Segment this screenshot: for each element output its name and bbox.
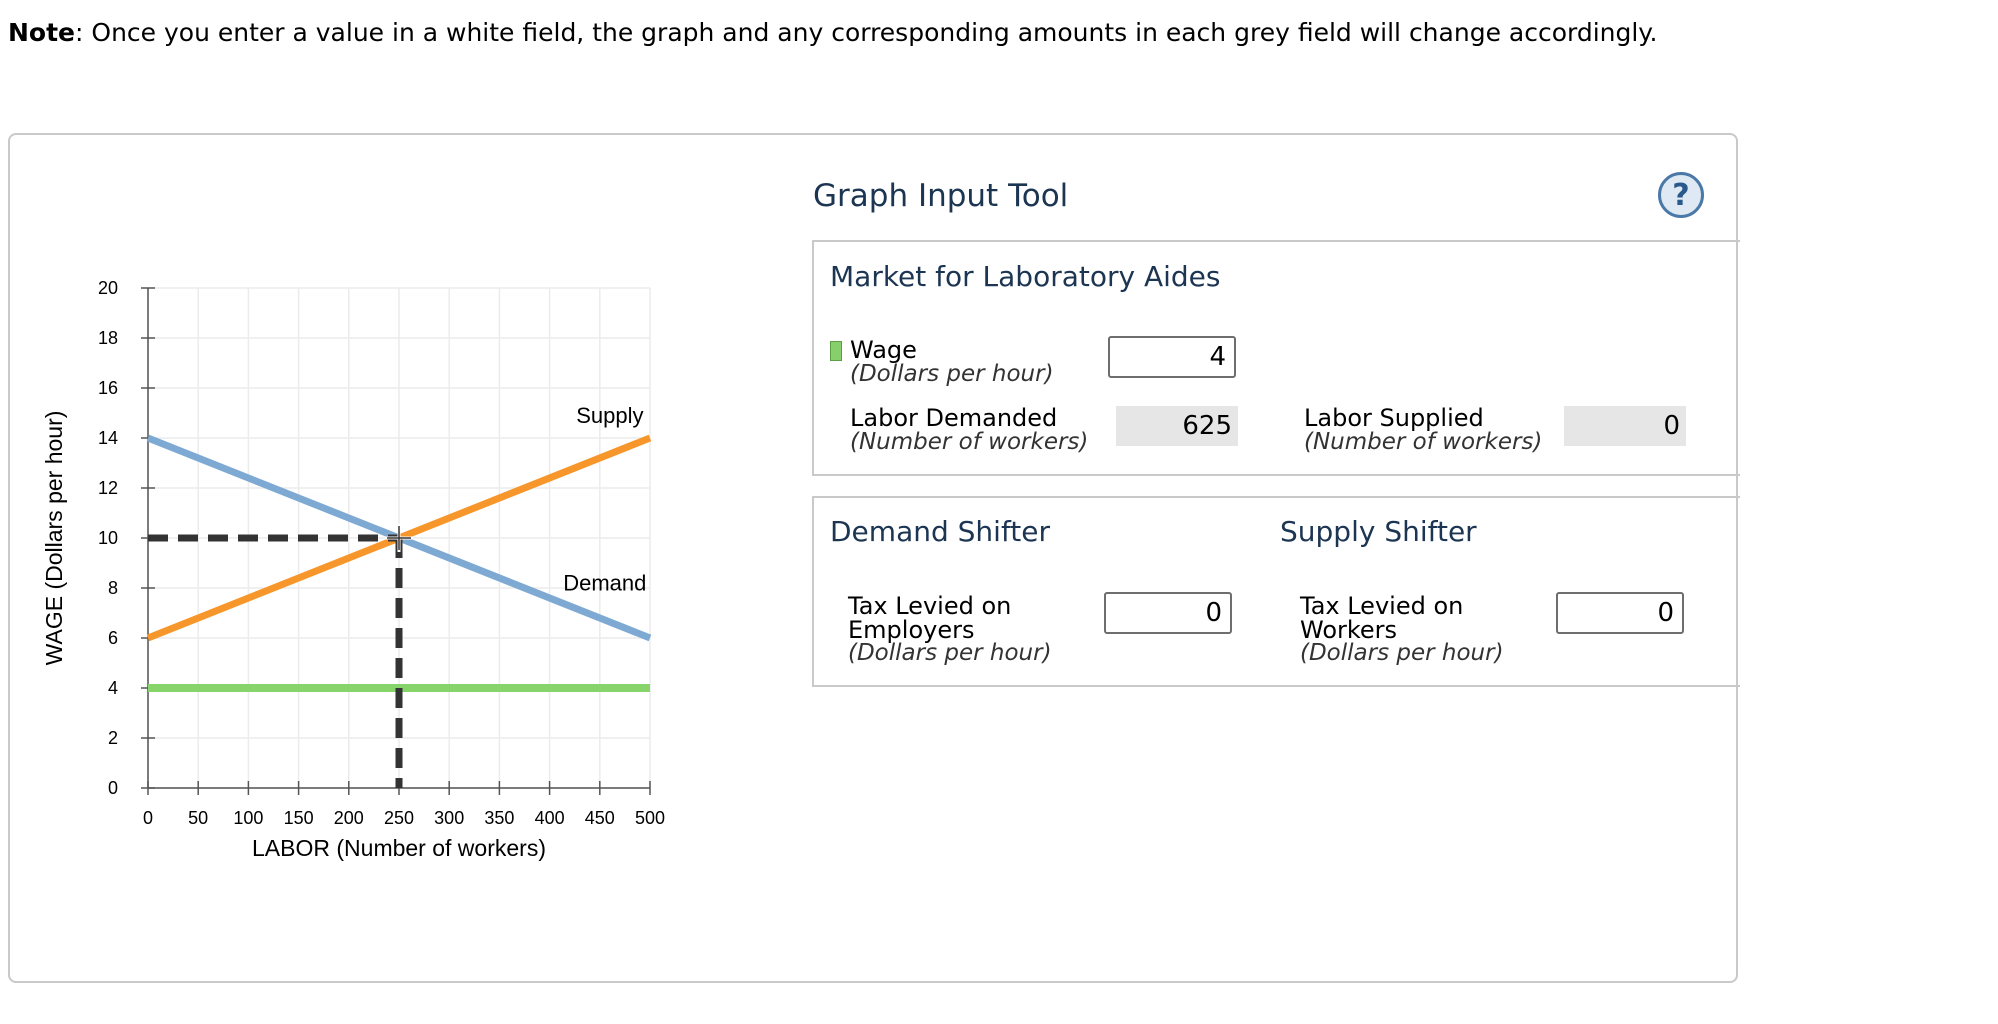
y-tick-label: 18 [98,328,118,348]
market-box [812,240,1740,476]
x-axis-label: LABOR (Number of workers) [252,835,546,861]
chart-ticks: 0 50 100 150 200 250 300 350 400 450 500 0 2 4 6 8 10 12 1… [98,278,665,828]
graph-input-tool-title: Graph Input Tool [813,178,1069,214]
worker-tax-input[interactable] [1556,592,1684,634]
worker-tax-label-line1: Tax Levied on [1300,592,1464,620]
graph-panel [8,133,1738,983]
x-tick-label: 150 [284,808,314,828]
wage-legend-swatch [830,341,842,361]
note-text: : Once you enter a value in a white fiel… [75,18,1658,47]
labor-supplied-value: 0 [1564,406,1686,446]
y-tick-label: 4 [108,678,118,698]
note-prefix: Note [8,18,76,47]
labor-supplied-label: Labor Supplied [1304,404,1484,432]
employer-tax-unit: (Dollars per hour) [848,640,1052,666]
x-tick-label: 100 [233,808,263,828]
x-tick-label: 450 [585,808,615,828]
worker-tax-label-line2: Workers [1300,616,1398,644]
y-tick-label: 8 [108,578,118,598]
chart-marks: Supply Demand [146,403,652,788]
wage-label: Wage [850,336,917,364]
demand-shifter-title: Demand Shifter [830,515,1051,548]
y-tick-label: 10 [98,528,118,548]
demand-curve-label: Demand [563,571,646,596]
y-tick-label: 0 [108,778,118,798]
help-icon[interactable]: ? [1658,172,1704,218]
y-tick-label: 6 [108,628,118,648]
labor-demanded-label: Labor Demanded [850,404,1058,432]
y-tick-label: 16 [98,378,118,398]
employer-tax-input[interactable] [1104,592,1232,634]
supply-curve-label: Supply [576,403,643,428]
x-tick-label: 50 [188,808,208,828]
worker-tax-unit: (Dollars per hour) [1300,640,1504,666]
labor-demanded-unit: (Number of workers) [850,429,1089,455]
wage-unit: (Dollars per hour) [850,361,1054,387]
y-axis-label: WAGE (Dollars per hour) [41,411,67,666]
x-tick-label: 250 [384,808,414,828]
x-tick-label: 400 [535,808,565,828]
x-tick-label: 200 [334,808,364,828]
instruction-note: Note: Once you enter a value in a white … [8,18,1658,47]
labor-market-chart[interactable]: 0 50 100 150 200 250 300 350 400 450 500 0 2 4 6 8 10 12 1… [30,270,690,890]
x-tick-label: 300 [434,808,464,828]
labor-supplied-unit: (Number of workers) [1304,429,1543,455]
y-tick-label: 2 [108,728,118,748]
shifter-box [812,496,1740,687]
x-tick-label: 0 [143,808,153,828]
employer-tax-label-line1: Tax Levied on [848,592,1012,620]
y-tick-label: 20 [98,278,118,298]
x-tick-label: 500 [635,808,665,828]
y-tick-label: 12 [98,478,118,498]
supply-shifter-title: Supply Shifter [1280,515,1477,548]
employer-tax-label-line2: Employers [848,616,975,644]
labor-demanded-value: 625 [1116,406,1238,446]
y-tick-label: 14 [98,428,118,448]
wage-input[interactable] [1108,336,1236,378]
x-tick-label: 350 [484,808,514,828]
market-title: Market for Laboratory Aides [830,260,1221,293]
